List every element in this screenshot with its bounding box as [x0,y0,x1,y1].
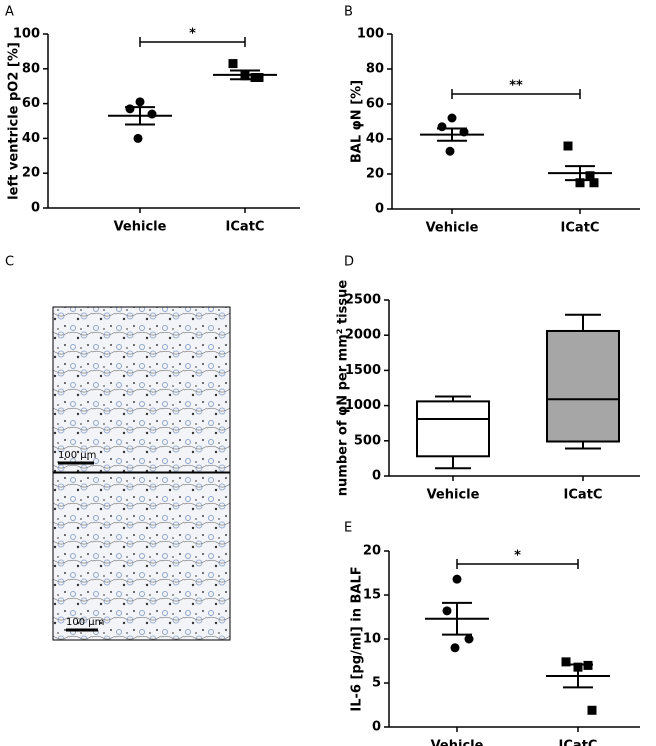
data-point [447,113,457,123]
whisker [565,313,601,331]
data-point [452,574,462,584]
y-axis-label: number of φN per mm² tissue [336,280,351,497]
y-tick-label: 1500 [345,363,381,378]
micrograph [52,472,231,641]
scale-label: 100 µm [58,450,96,461]
panel-letter: E [344,521,352,536]
y-tick-label: 100 [13,27,40,42]
data-point [450,643,460,653]
sem-bar [437,127,467,142]
x-tick-label: Vehicle [114,220,167,235]
whisker [565,441,601,450]
data-point [254,73,264,82]
y-tick-label: 20 [22,166,40,181]
y-tick-label: 100 [357,27,384,42]
panel-letter: D [344,255,354,270]
y-tick-label: 2000 [345,328,381,343]
x-tick-label: Vehicle [431,739,484,746]
y-tick-label: 2500 [345,293,381,308]
y-tick-label: 20 [366,167,384,182]
panel-letter: C [5,255,14,270]
x-tick-label: ICatC [561,221,600,236]
significance-bracket [139,37,246,47]
data-point [587,705,597,715]
y-tick-label: 15 [363,588,381,603]
data-point [437,122,447,132]
y-tick-label: 60 [366,97,384,112]
significance-bracket [451,89,581,99]
significance-label: * [514,549,521,564]
y-axis-label: left ventricle pO2 [%] [7,42,22,200]
data-point [445,146,455,156]
data-point [135,97,145,107]
sem-bar [230,69,260,81]
data-point [589,178,599,188]
y-tick-label: 10 [363,632,381,647]
y-axis-label: BAL φN [%] [350,80,365,163]
y-tick-label: 40 [366,132,384,147]
box [416,400,490,458]
x-tick-label: Vehicle [426,221,479,236]
y-tick-label: 0 [372,469,381,484]
y-tick-label: 5 [372,676,381,691]
x-tick-label: Vehicle [427,488,480,503]
panel-c: C 100 µm 100 µm [5,255,231,641]
y-tick-label: 500 [354,433,381,448]
scale-label: 100 µm [66,617,104,628]
sem-bar [442,601,472,636]
data-point [133,133,143,143]
data-point [228,59,238,69]
data-point [464,634,474,644]
y-tick-label: 20 [363,544,381,559]
y-tick-label: 0 [372,720,381,735]
panel-letter: B [344,5,353,20]
data-point [442,606,452,616]
data-point [125,104,135,114]
significance-label: * [189,27,196,42]
data-point [563,141,573,151]
x-tick-label: ICatC [564,488,603,503]
data-point [147,109,157,119]
data-point [575,178,585,188]
x-tick-label: ICatC [559,739,598,746]
whisker [435,456,471,470]
x-tick-label: ICatC [226,220,265,235]
y-tick-label: 80 [366,62,384,77]
y-tick-label: 40 [22,131,40,146]
panel-letter: A [5,5,14,20]
micrograph [52,306,231,473]
sem-bar [563,663,593,689]
data-point [585,171,595,181]
significance-label: ** [509,79,523,94]
y-tick-label: 60 [22,96,40,111]
y-tick-label: 80 [22,61,40,76]
y-axis-label: IL-6 [pg/ml] in BALF [350,566,365,711]
data-point [561,657,571,667]
y-tick-label: 0 [375,202,384,217]
box [546,329,620,443]
sem-bar [125,106,155,126]
sem-bar [565,165,595,182]
y-tick-label: 0 [31,201,40,216]
y-tick-label: 1000 [345,398,381,413]
significance-bracket [456,559,579,569]
